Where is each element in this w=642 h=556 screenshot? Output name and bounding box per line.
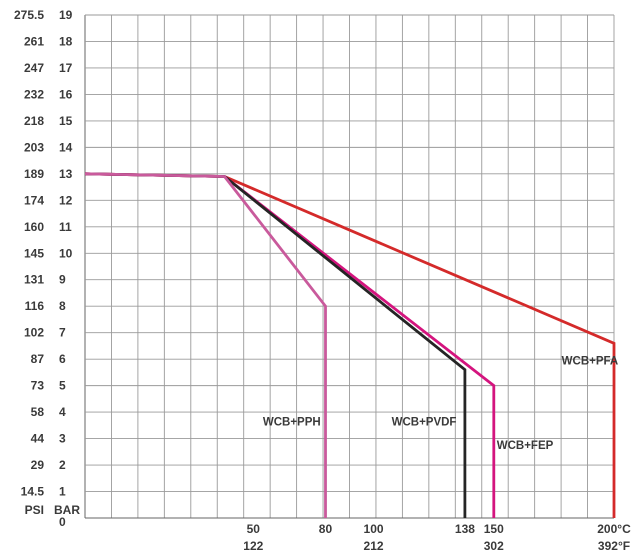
y-tick-psi: 116	[25, 299, 45, 313]
grid	[84, 14, 615, 519]
y-tick-psi: 87	[31, 352, 45, 366]
y-tick-bar: 1	[59, 485, 66, 499]
y-tick-psi: 131	[24, 273, 44, 287]
series-line-wcb-pph	[84, 172, 327, 518]
x-tick-celsius: 200°C	[597, 522, 631, 536]
y-tick-psi: 145	[24, 246, 44, 260]
series-label-wcb-fep: WCB+FEP	[497, 440, 554, 452]
y-tick-bar: 16	[59, 87, 73, 101]
series-line-wcb-pvdf	[84, 172, 467, 518]
series-label-wcb-pvdf: WCB+PVDF	[392, 416, 457, 428]
y-tick-bar: 19	[59, 8, 73, 22]
y-tick-bar: 10	[59, 246, 73, 260]
series-lines	[84, 172, 616, 518]
x-tick-celsius: 80	[319, 522, 333, 536]
y-tick-bar: 8	[59, 299, 66, 313]
y-tick-bar: 13	[59, 167, 73, 181]
y-tick-psi: 14.5	[21, 485, 45, 499]
y-tick-bar: 15	[59, 114, 73, 128]
y-tick-bar: 5	[59, 379, 66, 393]
series-labels: WCB+PFA WCB+FEP WCB+PVDF WCB+PPH	[263, 355, 618, 452]
x-tick-celsius: 100	[364, 522, 384, 536]
y-tick-psi: 203	[24, 140, 44, 154]
y-tick-psi: 261	[24, 34, 44, 48]
y-tick-psi: 275.5	[14, 8, 44, 22]
series-label-wcb-pph: WCB+PPH	[263, 416, 321, 428]
y-tick-bar: 2	[59, 458, 66, 472]
y-tick-psi: 44	[31, 432, 45, 446]
series-line-wcb-fep	[84, 172, 496, 518]
y-tick-bar: 12	[59, 193, 73, 207]
y-tick-bar: 0	[59, 515, 66, 529]
x-tick-fahrenheit: 392°F	[598, 539, 630, 553]
y-tick-psi: 247	[24, 61, 44, 75]
x-tick-celsius: 138	[455, 522, 475, 536]
y-tick-psi: 189	[24, 167, 44, 181]
x-tick-celsius: 150	[484, 522, 504, 536]
y-tick-bar: 6	[59, 352, 66, 366]
y-tick-bar: 9	[59, 273, 66, 287]
y-tick-psi: 174	[24, 193, 44, 207]
y-tick-bar: 4	[59, 405, 66, 419]
y-tick-psi: 160	[24, 220, 44, 234]
y-tick-psi: 29	[31, 458, 45, 472]
y-tick-psi: 73	[31, 379, 45, 393]
x-axis-labels: 50 80 100 138 150 200°C 122 212 302 392°F	[243, 522, 631, 553]
x-tick-fahrenheit: 302	[484, 539, 504, 553]
y-tick-bar: 11	[59, 220, 72, 234]
series-label-wcb-pfa: WCB+PFA	[562, 355, 619, 367]
y-tick-bar: 17	[59, 61, 73, 75]
x-tick-fahrenheit: 122	[243, 539, 263, 553]
y-unit-psi: PSI	[25, 503, 44, 517]
y-tick-psi: 218	[24, 114, 44, 128]
y-tick-bar: 7	[59, 326, 66, 340]
y-tick-bar: 18	[59, 34, 73, 48]
y-tick-bar: 14	[59, 140, 73, 154]
x-tick-celsius: 50	[247, 522, 261, 536]
y-unit-bar: BAR	[54, 503, 80, 517]
y-axis-labels: 01234567891011121314151617181914.5294458…	[14, 8, 80, 529]
y-tick-bar: 3	[59, 432, 66, 446]
y-tick-psi: 58	[31, 405, 45, 419]
y-tick-psi: 102	[24, 326, 44, 340]
y-tick-psi: 232	[24, 87, 44, 101]
x-tick-fahrenheit: 212	[364, 539, 384, 553]
